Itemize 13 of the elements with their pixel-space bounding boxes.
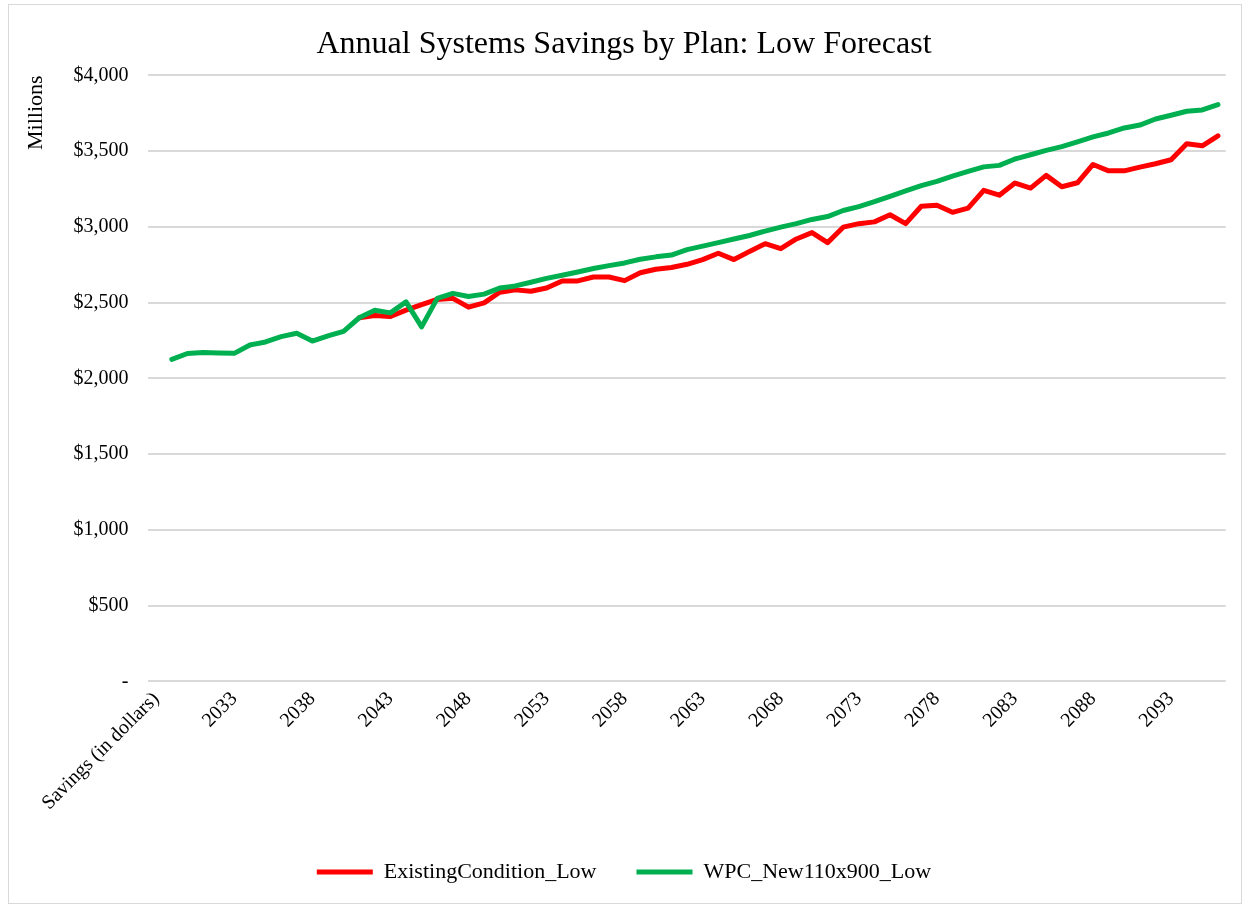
y-tick-label: $1,000 [73,517,129,540]
chart-title: Annual Systems Savings by Plan: Low Forecast [316,23,932,60]
y-tick-label: $2,500 [73,289,129,312]
y-axis-title: Millions [21,75,47,150]
y-tick-label: $1,500 [73,441,129,464]
y-tick-label: - [121,668,129,691]
legend-label: WPC_New110x900_Low [703,857,932,883]
legend-label: ExistingCondition_Low [383,857,597,883]
y-tick-label: $2,000 [73,365,129,388]
y-tick-label: $3,500 [73,138,129,161]
y-tick-label: $4,000 [73,62,129,85]
y-tick-label: $500 [88,592,129,615]
y-tick-label: $3,000 [73,214,129,237]
